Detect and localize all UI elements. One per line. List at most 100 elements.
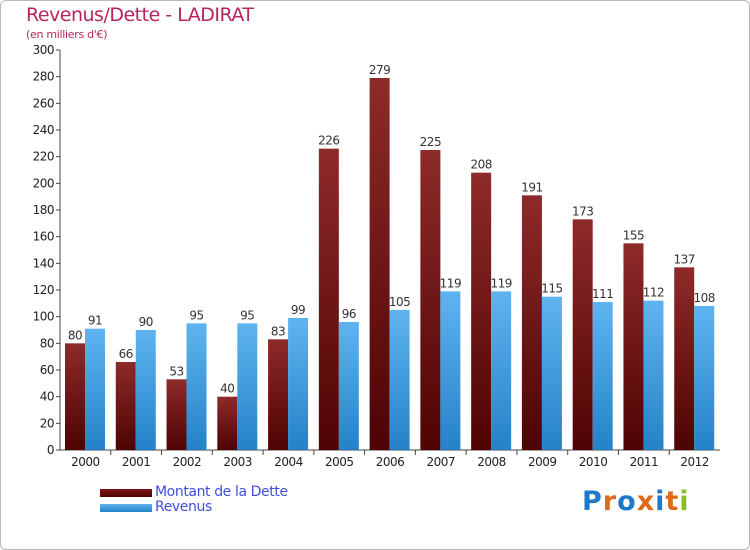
data-label-dette: 137 [674,252,695,266]
data-label-dette: 208 [470,158,491,172]
data-label-revenus: 112 [643,286,664,300]
data-label-dette: 225 [420,135,441,149]
bar-revenus [85,328,105,450]
bar-dette [674,267,695,450]
logo-letter: t [665,486,680,517]
bar-dette [217,396,238,450]
legend-swatch-revenus [100,504,152,512]
data-label-dette: 191 [521,180,542,194]
x-tick-label: 2000 [71,455,100,469]
data-label-revenus: 91 [88,314,102,328]
x-axis: 2000 2001 2002 2003 2004 2005 2006 2007 2008 2009… [60,449,720,469]
x-tick-label: 2009 [528,455,557,469]
x-tick-label: 2002 [173,455,202,469]
data-label-dette: 40 [220,382,234,396]
data-label-dette: 226 [318,134,339,148]
data-label-dette: 80 [68,328,82,342]
x-tick-label: 2010 [579,455,608,469]
bars [65,78,715,450]
y-tick-label: 160 [33,230,54,244]
y-tick-label: 280 [33,70,54,84]
bar-dette [318,148,339,450]
data-label-revenus: 105 [389,295,410,309]
data-labels: 80 91 66 90 53 95 40 95 83 99 226 96 279 105 225 119 208… [68,63,716,396]
bar-dette [471,172,492,450]
bar-revenus [694,306,715,450]
x-tick-label: 2011 [630,455,659,469]
y-tick-label: 120 [33,283,54,297]
bar-revenus [288,318,309,450]
data-label-revenus: 119 [490,276,511,290]
data-label-revenus: 108 [694,291,715,305]
x-tick-label: 2008 [477,455,506,469]
bar-revenus [135,330,156,450]
logo-letter: o [617,486,637,517]
y-tick-label: 220 [33,150,54,164]
bar-dette [166,379,187,450]
data-label-dette: 155 [623,228,644,242]
x-tick-label: 2004 [274,455,303,469]
data-label-revenus: 111 [592,287,613,301]
y-tick-label: 180 [33,203,54,217]
proxiti-logo: Proxiti [582,486,690,517]
logo-letter: P [582,486,603,517]
y-tick-label: 20 [40,416,54,430]
bar-revenus [440,291,461,450]
y-tick-label: 140 [33,256,54,270]
y-tick-label: 300 [33,43,54,57]
bar-dette [572,219,593,450]
x-tick-label: 2007 [426,455,455,469]
x-tick-label: 2005 [325,455,354,469]
logo-letter: i [679,486,690,517]
bar-dette [268,339,289,450]
x-tick-label: 2012 [680,455,709,469]
data-label-dette: 279 [369,63,390,77]
data-label-dette: 66 [119,347,133,361]
bar-dette [623,243,644,450]
data-label-dette: 53 [169,364,183,378]
data-label-revenus: 95 [189,308,203,322]
chart-title: Revenus/Dette - LADIRAT [26,4,254,26]
legend-swatch-dette [100,489,152,497]
y-tick-label: 60 [40,363,54,377]
data-label-dette: 173 [572,204,593,218]
y-tick-label: 240 [33,123,54,137]
y-tick-label: 40 [40,390,54,404]
y-tick-label: 100 [33,310,54,324]
y-tick-label: 200 [33,176,54,190]
data-label-revenus: 96 [342,307,356,321]
y-tick-label: 260 [33,96,54,110]
bar-dette [115,362,136,450]
bar-revenus [186,323,207,450]
bar-dette [420,150,441,450]
chart-subtitle: (en milliers d'€) [26,28,108,41]
bar-dette [521,195,542,450]
bar-revenus [237,323,258,450]
x-tick-label: 2001 [122,455,151,469]
data-label-revenus: 119 [440,276,461,290]
bar-dette [369,78,390,450]
logo-letter: x [636,486,656,517]
bar-revenus [541,296,562,450]
data-label-dette: 83 [271,324,285,338]
bar-dette [65,343,85,450]
bar-revenus [592,302,613,450]
bar-revenus [389,310,410,450]
x-tick-label: 2006 [376,455,405,469]
data-label-revenus: 99 [291,303,305,317]
y-tick-label: 0 [47,443,54,457]
y-tick-label: 80 [40,336,54,350]
y-axis: 0 20 40 60 80 100 120 140 160 180 200 220 240 260 280 3… [33,43,61,457]
data-label-revenus: 115 [541,282,562,296]
data-label-revenus: 90 [139,315,153,329]
bar-revenus [338,322,359,450]
logo-letter: r [602,486,618,517]
data-label-revenus: 95 [240,308,254,322]
legend-label-revenus: Revenus [155,499,212,515]
bar-revenus [491,291,512,450]
logo-letter: i [655,486,666,517]
legend-label-dette: Montant de la Dette [155,484,288,500]
x-tick-label: 2003 [223,455,252,469]
bar-revenus [643,300,664,450]
